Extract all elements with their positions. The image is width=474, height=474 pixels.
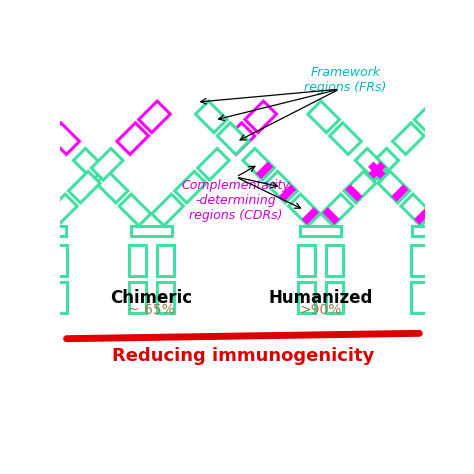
Text: Framework
regions (FRs): Framework regions (FRs) [304, 66, 386, 94]
Bar [411, 245, 428, 275]
Bar [438, 245, 456, 275]
Text: ~ 65%: ~ 65% [128, 302, 175, 317]
Polygon shape [0, 171, 22, 203]
Polygon shape [68, 171, 100, 203]
Bar [50, 245, 67, 275]
Polygon shape [266, 171, 297, 203]
Bar [129, 282, 146, 312]
Bar [412, 226, 454, 236]
Polygon shape [355, 148, 387, 180]
Polygon shape [308, 101, 339, 133]
Polygon shape [414, 207, 431, 225]
Bar [23, 282, 40, 312]
Bar [411, 282, 428, 312]
Polygon shape [368, 162, 385, 179]
Bar [24, 226, 66, 236]
Polygon shape [392, 123, 424, 155]
Polygon shape [279, 184, 296, 202]
Polygon shape [344, 171, 376, 203]
Bar [129, 245, 146, 275]
Bar [326, 282, 343, 312]
Polygon shape [434, 194, 465, 226]
Bar [157, 282, 173, 312]
Polygon shape [91, 148, 123, 180]
Text: Complementarity
-determining
regions (CDRs): Complementarity -determining regions (CD… [182, 179, 291, 222]
Polygon shape [198, 148, 229, 180]
Polygon shape [73, 148, 105, 180]
Bar [300, 226, 341, 236]
Polygon shape [414, 101, 446, 133]
Polygon shape [195, 101, 227, 133]
Polygon shape [391, 184, 409, 202]
Polygon shape [367, 148, 399, 180]
Polygon shape [117, 123, 148, 155]
Polygon shape [329, 123, 361, 155]
Polygon shape [175, 171, 206, 203]
Polygon shape [223, 123, 255, 155]
Polygon shape [119, 194, 151, 226]
Bar [298, 245, 315, 275]
Polygon shape [13, 194, 45, 226]
Bar [130, 226, 172, 236]
Bar [157, 245, 173, 275]
Polygon shape [378, 171, 410, 203]
Polygon shape [301, 207, 319, 225]
Polygon shape [46, 194, 77, 226]
Polygon shape [322, 207, 340, 225]
Text: >90%: >90% [300, 302, 342, 317]
Polygon shape [96, 171, 128, 203]
Polygon shape [321, 194, 353, 226]
Polygon shape [256, 162, 273, 179]
Text: Chimeric: Chimeric [110, 290, 192, 308]
Polygon shape [245, 101, 276, 133]
Text: Humanized: Humanized [268, 290, 373, 308]
Polygon shape [26, 101, 58, 133]
Polygon shape [456, 171, 474, 203]
Bar [326, 245, 343, 275]
Polygon shape [435, 207, 452, 225]
Polygon shape [289, 194, 320, 226]
Polygon shape [139, 101, 170, 133]
Bar [50, 282, 67, 312]
Bar [298, 282, 315, 312]
Polygon shape [48, 123, 80, 155]
Polygon shape [345, 184, 363, 202]
Polygon shape [152, 194, 183, 226]
Polygon shape [401, 194, 433, 226]
Bar [438, 282, 456, 312]
Polygon shape [457, 184, 474, 202]
Bar [23, 245, 40, 275]
Polygon shape [217, 123, 249, 155]
Text: Reducing immunogenicity: Reducing immunogenicity [112, 347, 374, 365]
Polygon shape [243, 148, 274, 180]
Polygon shape [368, 162, 386, 179]
